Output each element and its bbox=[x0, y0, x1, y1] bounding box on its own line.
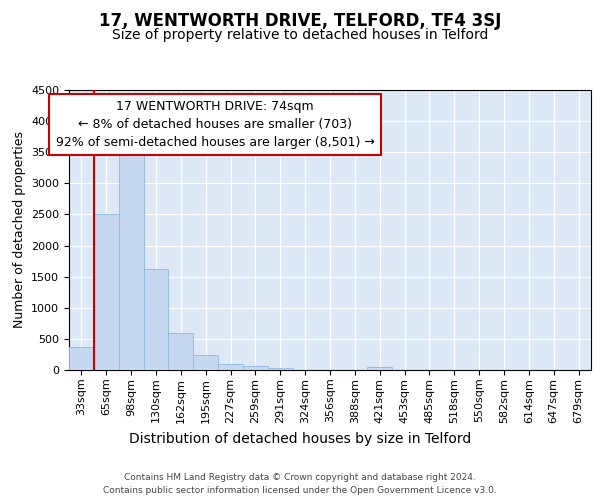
Text: 17 WENTWORTH DRIVE: 74sqm
← 8% of detached houses are smaller (703)
92% of semi-: 17 WENTWORTH DRIVE: 74sqm ← 8% of detach… bbox=[56, 100, 374, 149]
Bar bbox=[243, 366, 268, 370]
Bar bbox=[193, 355, 218, 370]
Bar bbox=[268, 368, 293, 370]
Text: Distribution of detached houses by size in Telford: Distribution of detached houses by size … bbox=[129, 432, 471, 446]
Y-axis label: Number of detached properties: Number of detached properties bbox=[13, 132, 26, 328]
Text: Contains public sector information licensed under the Open Government Licence v3: Contains public sector information licen… bbox=[103, 486, 497, 495]
Bar bbox=[119, 140, 143, 370]
Text: Size of property relative to detached houses in Telford: Size of property relative to detached ho… bbox=[112, 28, 488, 42]
Text: Contains HM Land Registry data © Crown copyright and database right 2024.: Contains HM Land Registry data © Crown c… bbox=[124, 472, 476, 482]
Bar bbox=[218, 364, 243, 370]
Bar bbox=[367, 366, 392, 370]
Bar bbox=[94, 214, 119, 370]
Bar bbox=[169, 332, 193, 370]
Bar bbox=[143, 268, 169, 370]
Text: 17, WENTWORTH DRIVE, TELFORD, TF4 3SJ: 17, WENTWORTH DRIVE, TELFORD, TF4 3SJ bbox=[99, 12, 501, 30]
Bar bbox=[69, 347, 94, 370]
